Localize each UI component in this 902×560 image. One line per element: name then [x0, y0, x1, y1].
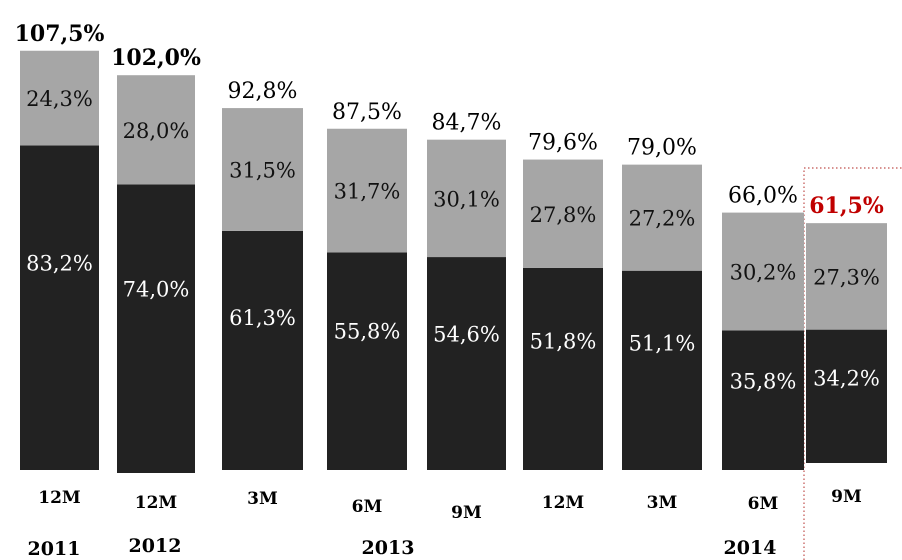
bar-bottom-segment — [806, 329, 887, 463]
bar-top-segment — [117, 75, 195, 185]
bottom-segment-label: 34,2% — [813, 367, 880, 391]
total-label: 84,7% — [432, 111, 502, 136]
top-segment-label: 24,3% — [26, 87, 93, 111]
top-segment-label: 30,1% — [433, 187, 500, 211]
top-segment-label: 28,0% — [123, 119, 190, 143]
bar-top-segment — [327, 128, 407, 253]
year-label: 2013 — [362, 537, 415, 559]
highlight-dotted-border — [803, 167, 902, 560]
bottom-segment-label: 61,3% — [229, 306, 296, 330]
top-segment-label: 27,2% — [629, 207, 696, 231]
period-label: 12M — [38, 488, 81, 508]
bottom-segment-label: 51,8% — [530, 330, 597, 354]
bar-top-segment — [427, 139, 506, 258]
period-label: 6M — [748, 494, 779, 514]
bar-bottom-segment — [622, 270, 702, 470]
bottom-segment-label: 54,6% — [433, 323, 500, 347]
total-label: 79,6% — [528, 131, 598, 156]
bar-bottom-segment — [222, 230, 303, 470]
total-label: 107,5% — [15, 21, 105, 47]
total-label: 66,0% — [728, 184, 798, 209]
period-label: 6M — [352, 497, 383, 517]
bar-bottom-segment — [117, 184, 195, 473]
bottom-segment-label: 35,8% — [730, 370, 797, 394]
total-label: 102,0% — [111, 45, 201, 71]
bar-bottom-segment — [427, 257, 506, 470]
top-segment-label: 30,2% — [730, 260, 797, 284]
total-label: 79,0% — [627, 136, 697, 161]
total-label: 92,8% — [228, 79, 298, 104]
bottom-segment-label: 83,2% — [26, 251, 93, 275]
top-segment-label: 27,3% — [813, 265, 880, 289]
bar-top-segment — [222, 108, 303, 231]
top-segment-label: 31,5% — [229, 159, 296, 183]
axis-layer: 12M 12M 3M 6M 9M 12M 3M 6M 9M 2011 2012 2013 2014 — [28, 487, 862, 560]
period-label: 12M — [542, 493, 585, 513]
bar-top-segment — [806, 223, 887, 330]
bars-layer — [20, 50, 887, 473]
total-label: 87,5% — [332, 100, 402, 125]
year-label: 2012 — [129, 535, 182, 557]
top-segment-label: 31,7% — [334, 180, 401, 204]
bottom-segment-label: 51,1% — [629, 331, 696, 355]
bar-bottom-segment — [20, 145, 99, 470]
bar-bottom-segment — [523, 267, 603, 470]
period-label: 12M — [135, 493, 178, 513]
bar-top-segment — [722, 212, 804, 331]
bottom-segment-label: 74,0% — [123, 277, 190, 301]
top-segment-label: 27,8% — [530, 203, 597, 227]
period-label: 9M — [451, 503, 482, 523]
bar-top-segment — [622, 164, 702, 271]
highlight-layer — [803, 167, 902, 560]
year-label: 2014 — [724, 537, 777, 559]
year-label: 2011 — [28, 538, 81, 560]
bar-bottom-segment — [722, 330, 804, 470]
total-label: 61,5% — [809, 193, 884, 219]
period-label: 3M — [647, 493, 678, 513]
bar-bottom-segment — [327, 252, 407, 470]
bottom-segment-label: 55,8% — [334, 320, 401, 344]
bar-top-segment — [20, 50, 99, 146]
period-label: 3M — [247, 489, 278, 509]
period-label: 9M — [831, 487, 862, 507]
bar-top-segment — [523, 159, 603, 268]
labels-layer: 83,2% 24,3% 107,5% 74,0% 28,0% 102,0% 61,3% 31,… — [15, 21, 884, 394]
